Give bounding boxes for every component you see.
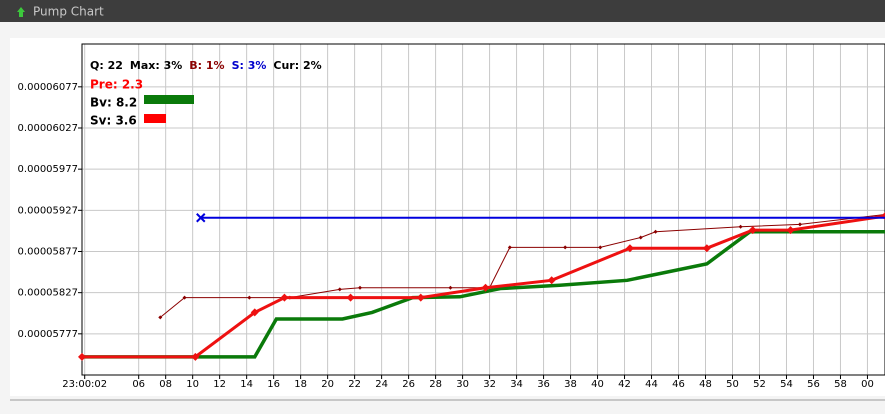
x-tick-label: 58 [834,379,847,390]
x-tick-label: 22 [348,379,361,390]
y-tick-label: 0.00005827 [18,288,78,299]
x-tick-label: 20 [321,379,334,390]
y-tick-label: 0.00005977 [18,164,78,175]
series-marker [563,245,568,250]
series-marker [598,245,603,250]
series-marker [748,226,757,235]
x-tick-label: 10 [186,379,199,390]
x-tick-label: 32 [483,379,496,390]
start-marker [196,213,206,223]
series-marker [280,293,289,302]
bv-text: Bv: 8.2 [90,96,137,110]
series-marker [448,285,453,290]
x-tick-label: 42 [618,379,631,390]
series-marker [337,287,342,292]
window-title: Pump Chart [33,5,104,19]
y-tick-label: 0.00006077 [18,82,78,93]
info-text: Cur: 2% [273,59,321,72]
series-marker [702,244,711,253]
series-line [159,213,885,318]
series-marker [416,293,425,302]
x-tick-label: 00 [861,379,874,390]
series-marker [797,222,802,227]
sv-text: Sv: 3.6 [90,114,137,128]
x-tick-label: 40 [591,379,604,390]
x-tick-label: 06 [132,379,145,390]
series-line [82,229,885,359]
x-tick-label: 38 [564,379,577,390]
info-text: Max: 3% [130,59,182,72]
series-marker [507,245,512,250]
x-tick-label: 50 [726,379,739,390]
x-tick-label: 16 [267,379,280,390]
x-tick-label: 30 [456,379,469,390]
series-marker [78,352,86,361]
plot-area [82,44,885,375]
y-tick-label: 0.00005877 [18,246,78,257]
series-marker [191,352,200,361]
x-tick-label: 12 [213,379,226,390]
series-marker [625,244,634,253]
series-marker [786,226,795,235]
y-tick-label: 0.00005777 [18,329,78,340]
x-tick-label: 56 [807,379,820,390]
bv-bar [144,95,194,104]
series-marker [638,235,643,240]
series-marker [247,295,252,300]
y-tick-label: 0.00006027 [18,123,78,134]
x-tick-label: 36 [537,379,550,390]
info-text: Q: 22 [90,59,123,72]
series-marker [346,293,355,302]
x-tick-label: 52 [753,379,766,390]
x-tick-label: 26 [402,379,415,390]
series-marker [358,285,363,290]
x-tick-label: 34 [510,379,523,390]
x-tick-label: 18 [294,379,307,390]
series-marker [158,315,163,320]
x-tick-label: 14 [240,379,253,390]
series-marker [250,308,259,317]
series-marker [182,295,187,300]
series-marker [481,283,490,292]
x-tick-label: 24 [375,379,388,390]
x-tick-label: 23:00:02 [62,379,107,390]
plot-border [81,43,885,376]
sv-bar [144,114,166,123]
x-tick-label: 28 [429,379,442,390]
x-tick-label: 44 [645,379,658,390]
series-marker [653,229,658,234]
window-icon [17,7,25,17]
title-bar [0,0,885,22]
info-text: S: 3% [232,59,267,72]
x-tick-label: 48 [699,379,712,390]
x-tick-label: 46 [672,379,685,390]
y-tick-label: 0.00005927 [18,205,78,216]
info-text: B: 1% [189,59,224,72]
x-tick-label: 08 [159,379,172,390]
series-marker [547,276,556,285]
pre-text: Pre: 2.3 [90,78,143,92]
series-marker [738,224,743,229]
x-tick-label: 54 [780,379,793,390]
